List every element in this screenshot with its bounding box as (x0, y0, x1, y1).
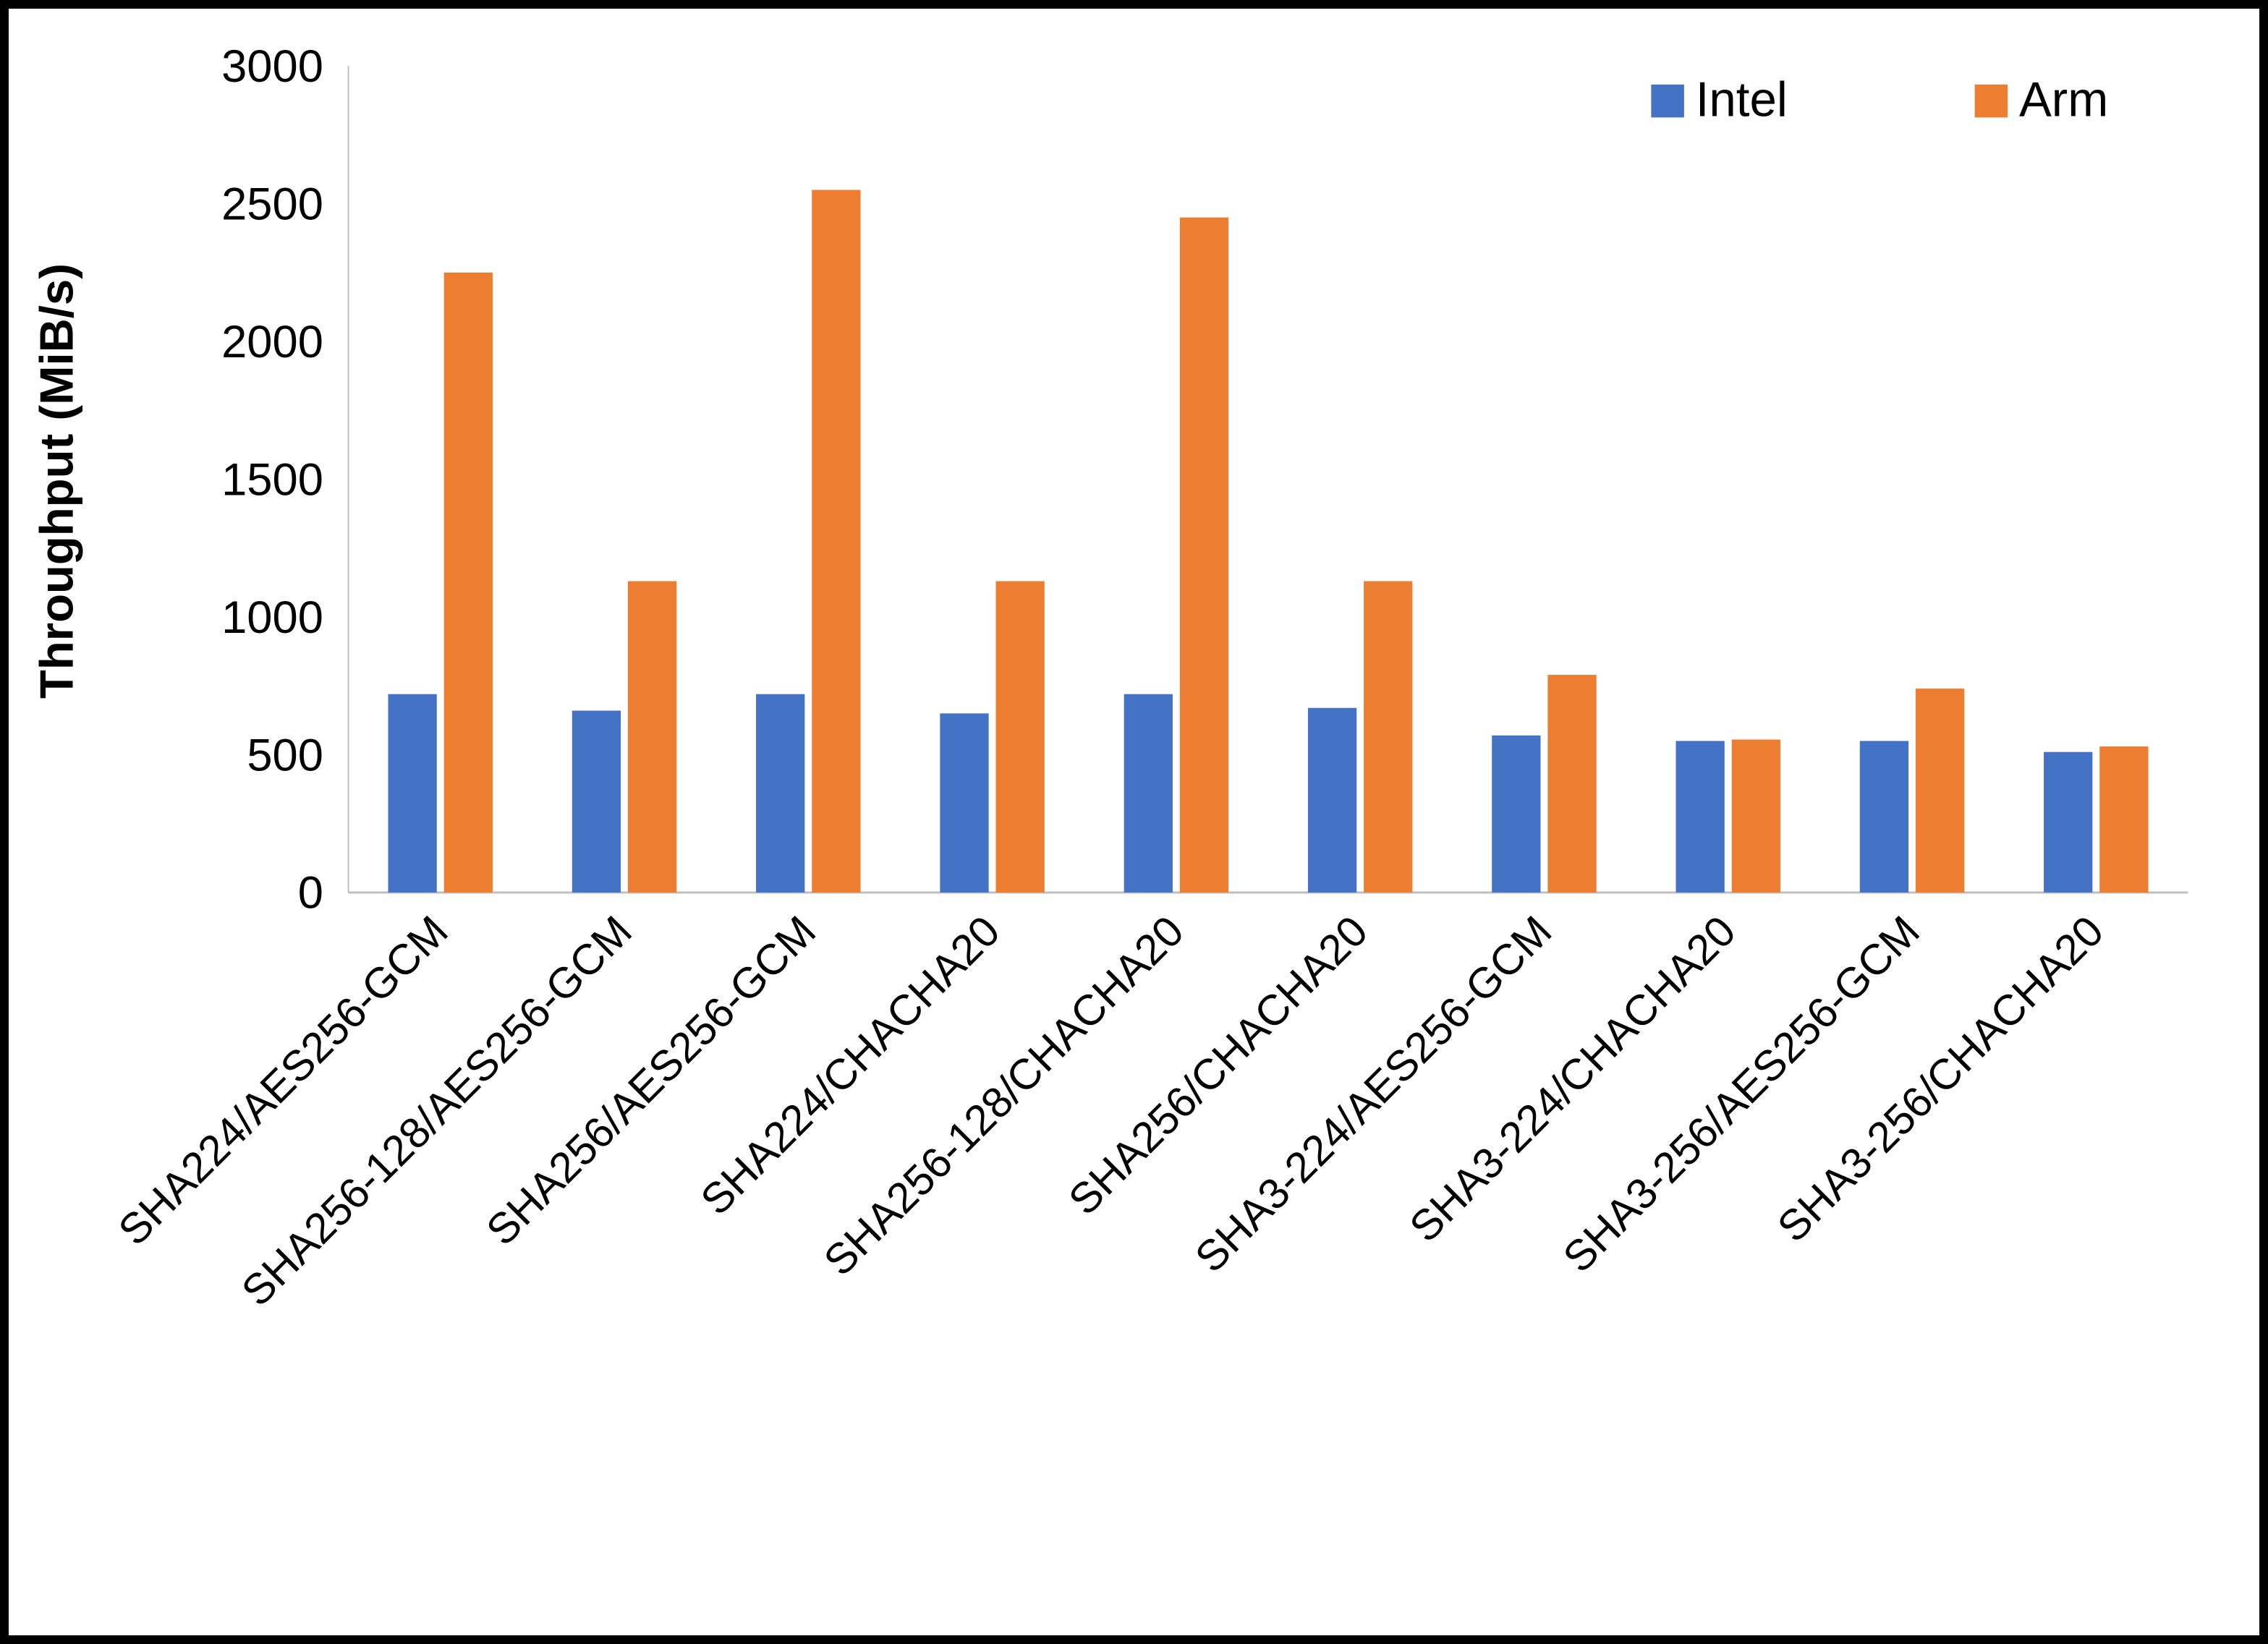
y-tick-label: 2500 (221, 179, 323, 229)
bar-intel (940, 713, 989, 893)
bar-arm (1731, 739, 1780, 893)
bar-chart: 0 500 1000 1500 2000 2500 3000 Throughput (MiB/… (30, 41, 2188, 1315)
bar-intel (388, 694, 437, 893)
bar-arm (1364, 581, 1413, 893)
bar-arm (627, 581, 677, 893)
legend-swatch-intel (1651, 84, 1684, 118)
y-tick-label: 3000 (221, 41, 323, 92)
y-tick-label: 1500 (221, 454, 323, 505)
bar-intel (1124, 694, 1173, 893)
x-category-label: SHA224/CHACHA20 (691, 906, 1008, 1224)
y-axis-title: Throughput (MiB/s) (30, 263, 83, 699)
bar-intel (1675, 741, 1725, 893)
bar-intel (756, 694, 805, 893)
bar-arm (812, 189, 861, 893)
bar-intel (572, 710, 621, 893)
x-category-label: SHA224/AES256-GCM (109, 906, 456, 1254)
x-category-label: SHA256/AES256-GCM (477, 906, 825, 1254)
x-category-label: SHA256-128/CHACHA20 (815, 906, 1193, 1285)
bar-arm (1547, 675, 1597, 893)
bar-arm (1915, 689, 1965, 893)
bar-arm (2099, 746, 2149, 893)
bar-arm (443, 272, 493, 893)
legend-swatch-arm (1974, 84, 2008, 118)
bar-intel (1859, 741, 1909, 893)
x-category-label: SHA3-224/AES256-GCM (1186, 906, 1561, 1282)
x-category-label: SHA3-256/CHACHA20 (1768, 906, 2113, 1251)
bar-intel (2044, 751, 2093, 893)
bar-intel (1307, 707, 1357, 893)
x-category-label: SHA3-224/CHACHA20 (1400, 906, 1745, 1251)
legend-label-intel: Intel (1696, 72, 1788, 127)
x-category-label: SHA256/CHACHA20 (1059, 906, 1377, 1224)
y-tick-label: 2000 (221, 317, 323, 367)
x-category-label: SHA256-128/AES256-GCM (232, 906, 641, 1315)
bar-arm (1179, 217, 1229, 893)
bar-intel (1492, 735, 1541, 893)
y-tick-label: 0 (298, 868, 323, 919)
y-tick-label: 1000 (221, 592, 323, 643)
bar-arm (995, 581, 1045, 893)
y-tick-label: 500 (247, 730, 323, 780)
legend-label-arm: Arm (2019, 72, 2108, 127)
x-category-label: SHA3-256/AES256-GCM (1553, 906, 1929, 1282)
